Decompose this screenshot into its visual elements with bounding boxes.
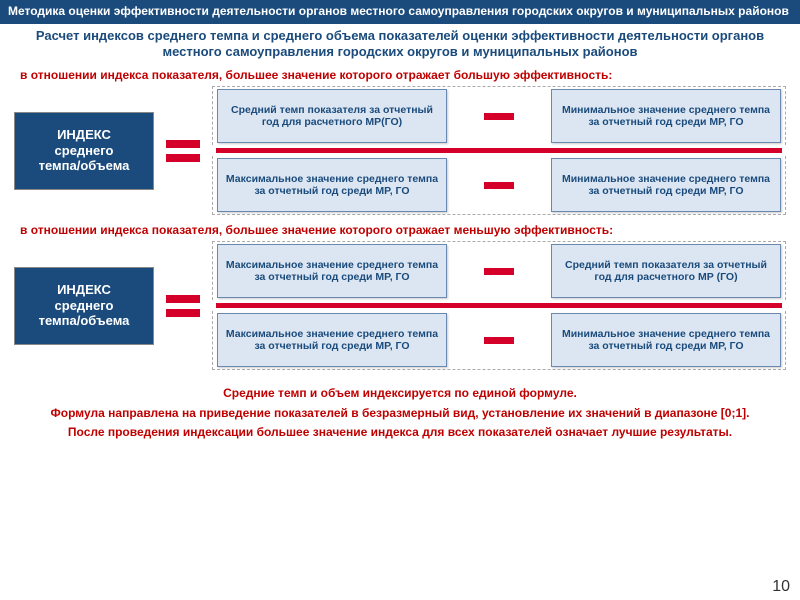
minus-icon [481,182,517,189]
denominator: Максимальное значение среднего темпа за … [212,311,786,370]
subtitle-lesser-efficiency: в отношении индекса показателя, большее … [0,221,800,241]
index-box: ИНДЕКС среднего темпа/объема [14,112,154,190]
index-line: темпа/объема [15,313,153,329]
denominator: Максимальное значение среднего темпа за … [212,156,786,215]
term-box: Максимальное значение среднего темпа за … [217,313,447,367]
header-bar: Методика оценки эффективности деятельнос… [0,0,800,24]
footer-line-3: После проведения индексации большее знач… [0,423,800,443]
index-line: среднего [15,298,153,314]
fraction-bar [216,303,782,308]
index-line: ИНДЕКС [15,282,153,298]
term-box: Минимальное значение среднего темпа за о… [551,89,781,143]
term-box: Минимальное значение среднего темпа за о… [551,313,781,367]
numerator: Максимальное значение среднего темпа за … [212,241,786,300]
equals-icon [166,140,200,162]
minus-icon [481,268,517,275]
subtitle-greater-efficiency: в отношении индекса показателя, большее … [0,66,800,86]
term-box: Максимальное значение среднего темпа за … [217,244,447,298]
formula-row-2: ИНДЕКС среднего темпа/объема Максимально… [0,241,800,370]
main-title: Расчет индексов среднего темпа и среднег… [0,24,800,67]
minus-icon [481,113,517,120]
index-line: ИНДЕКС [15,127,153,143]
equals-icon [166,295,200,317]
fraction: Максимальное значение среднего темпа за … [212,241,786,370]
footer-line-2: Формула направлена на приведение показат… [0,404,800,424]
term-box: Средний темп показателя за отчетный год … [551,244,781,298]
formula-row-1: ИНДЕКС среднего темпа/объема Средний тем… [0,86,800,215]
minus-icon [481,337,517,344]
page-number: 10 [772,578,790,596]
term-box: Минимальное значение среднего темпа за о… [551,158,781,212]
index-box: ИНДЕКС среднего темпа/объема [14,267,154,345]
footer-line-1: Средние темп и объем индексируется по ед… [0,384,800,404]
numerator: Средний темп показателя за отчетный год … [212,86,786,145]
term-box: Средний темп показателя за отчетный год … [217,89,447,143]
fraction-bar [216,148,782,153]
term-box: Максимальное значение среднего темпа за … [217,158,447,212]
fraction: Средний темп показателя за отчетный год … [212,86,786,215]
index-line: среднего [15,143,153,159]
index-line: темпа/объема [15,158,153,174]
